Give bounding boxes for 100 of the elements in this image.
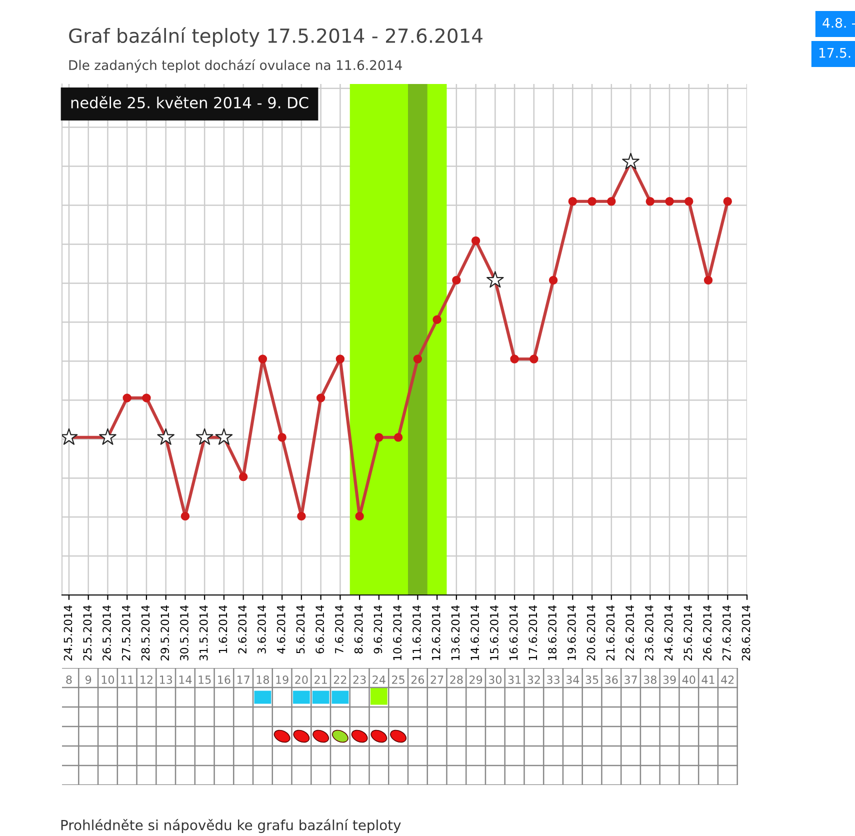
point [297,512,306,521]
x2-tick-label: 10 [102,676,114,684]
x-tick-label: 2.6.2014 [238,605,247,654]
chart-title: Graf bazální teploty 17.5.2014 - 27.6.2014 [69,27,482,47]
point [142,394,151,402]
x-tick-label: 24.6.2014 [664,605,673,660]
point [432,315,442,324]
x2-tick-label: 24 [372,676,386,684]
x2-tick-label: 20 [295,676,308,684]
x2-tick-label: 38 [644,676,656,684]
x2-tick-label: 36 [605,676,618,684]
x2-tick-label: 25 [392,676,404,684]
x-tick-label: 27.5.2014 [122,605,130,660]
x2-tick-label: 21 [314,676,327,684]
point [486,271,504,288]
point [62,428,78,445]
point [258,354,268,364]
x2-tick-label: 41 [702,676,714,684]
x-tick-label: 7.6.2014 [335,605,344,654]
x-tick-label: 5.6.2014 [296,605,305,654]
text: Prohlédněte si nápovědu ke grafu bazální teploty [61,819,401,833]
point [646,197,654,206]
point [471,236,480,246]
x-tick-label: 6.6.2014 [316,605,324,654]
chart-subtitle: Dle zadaných teplot dochází ovulace na 11.6.2014 [69,59,402,73]
point [316,394,326,402]
x-tick-label: 13.6.2014 [451,605,460,660]
point [238,472,248,482]
point [99,428,116,445]
x2-tick-label: 35 [586,676,598,684]
point [215,428,233,445]
x-tick-label: 20.6.2014 [586,605,596,660]
x2-tick-label: 37 [624,676,637,684]
x-tick-label: 8.6.2014 [354,605,363,654]
x2-tick-label: 8 [66,676,72,684]
text: 4.8. - [822,18,855,28]
point [336,354,345,364]
x2-tick-label: 27 [430,676,444,684]
x-tick-label: 1.6.2014 [218,605,228,653]
point [122,394,132,402]
x-tick-label: 21.6.2014 [606,605,615,660]
x2-tick-label: 32 [528,676,540,684]
x-tick-label: 10.6.2014 [393,605,402,660]
x2-tick-label: 22 [334,676,346,684]
point [548,276,558,285]
point [684,197,694,206]
x-tick-label: 11.6.2014 [412,605,421,660]
x-tick-label: 26.6.2014 [703,605,712,660]
x2-tick-label: 42 [721,676,734,684]
x2-tick-label: 40 [682,676,696,684]
x2-tick-label: 39 [663,676,676,684]
text: 17.5. [819,48,850,58]
x-tick-label: 28.6.2014 [742,605,750,660]
x2-tick-label: 34 [566,676,580,684]
point [622,152,640,170]
x2-tick-label: 13 [160,676,172,684]
point [374,433,384,442]
x-tick-label: 19.6.2014 [567,605,576,660]
point [196,428,214,445]
x2-tick-label: 12 [140,676,152,684]
x-tick-label: 3.6.2014 [258,605,266,654]
x-tick-label: 14.6.2014 [470,605,480,660]
x2-tick-label: 26 [411,676,424,684]
x-tick-label: 15.6.2014 [490,605,498,660]
point [510,354,519,364]
point [723,197,732,206]
point [452,276,461,285]
point [394,433,403,442]
point [355,512,364,521]
x2-tick-label: 30 [488,676,502,684]
x2-tick-label: 28 [450,676,463,684]
x-tick-label: 25.6.2014 [684,605,692,660]
x-tick-label: 28.5.2014 [141,605,150,660]
x2-tick-label: 33 [547,676,560,684]
x2-tick-label: 16 [218,676,230,684]
point [704,276,713,285]
x-tick-label: 16.6.2014 [509,605,518,660]
x2-tick-label: 23 [353,676,366,684]
point [588,197,596,206]
x-tick-label: 31.5.2014 [199,605,208,660]
point [413,354,422,364]
x-tick-label: 9.6.2014 [374,605,382,654]
x-tick-label: 17.6.2014 [528,605,538,660]
point [530,354,538,364]
point [665,197,674,206]
x-tick-label: 22.6.2014 [626,605,634,660]
x-tick-label: 27.6.2014 [722,605,731,660]
point [157,428,174,445]
x2-tick-label: 19 [276,676,288,684]
x-tick-label: 26.5.2014 [102,605,111,660]
x2-tick-label: 29 [470,676,482,684]
x-tick-label: 30.5.2014 [180,605,188,660]
x-tick-label: 4.6.2014 [276,605,286,654]
point [568,197,578,206]
point [607,197,616,206]
x-tick-label: 12.6.2014 [432,605,440,660]
x-tick-label: 29.5.2014 [160,605,170,660]
x2-tick-label: 15 [198,676,211,684]
point [278,433,286,442]
x-tick-label: 24.5.2014 [64,605,72,660]
